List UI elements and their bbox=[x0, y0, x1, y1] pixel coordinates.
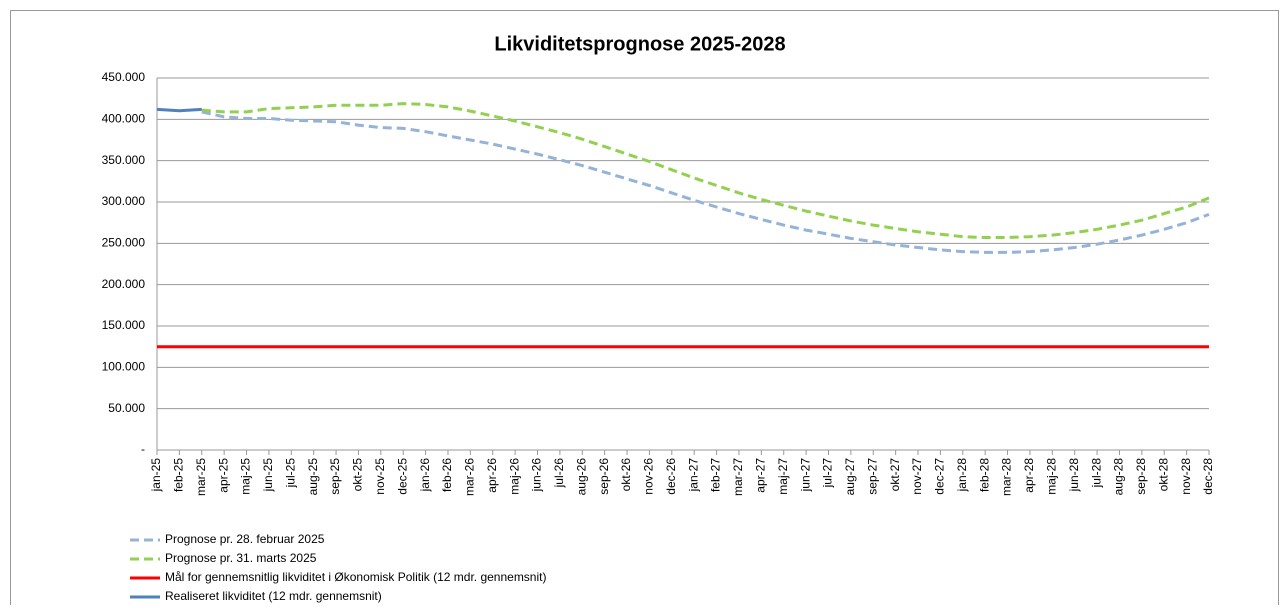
x-tick-label: mar-25 bbox=[194, 458, 208, 496]
x-tick-label: maj-25 bbox=[239, 458, 253, 495]
x-tick-label: nov-25 bbox=[373, 458, 387, 495]
x-tick-label: feb-25 bbox=[172, 458, 186, 492]
series-line bbox=[156, 107, 202, 113]
x-tick-label: jul-28 bbox=[1089, 458, 1103, 489]
x-tick-label: mar-28 bbox=[1000, 458, 1014, 496]
x-tick-label: okt-28 bbox=[1156, 458, 1170, 492]
y-tick-label: 250.000 bbox=[102, 236, 146, 250]
x-tick-label: nov-26 bbox=[642, 458, 656, 495]
x-tick-label: okt-25 bbox=[351, 458, 365, 492]
x-tick-label: dec-28 bbox=[1201, 458, 1215, 495]
x-tick-label: okt-27 bbox=[888, 458, 902, 492]
x-tick-label: aug-25 bbox=[306, 458, 320, 496]
series-line bbox=[201, 110, 1210, 254]
x-tick-label: dec-25 bbox=[395, 458, 409, 495]
x-tick-label: jan-25 bbox=[149, 458, 163, 493]
chart-frame bbox=[10, 10, 1279, 610]
x-tick-label: jan-27 bbox=[686, 458, 700, 493]
x-tick-label: jun-27 bbox=[798, 458, 812, 493]
x-tick-label: sep-28 bbox=[1134, 458, 1148, 495]
y-tick-label: 50.000 bbox=[108, 401, 145, 415]
x-tick-label: maj-27 bbox=[776, 458, 790, 495]
x-tick-label: apr-27 bbox=[754, 458, 768, 493]
x-tick-label: mar-26 bbox=[463, 458, 477, 496]
x-tick-label: jun-28 bbox=[1067, 458, 1081, 493]
x-tick-label: jul-27 bbox=[821, 458, 835, 489]
x-tick-label: apr-28 bbox=[1022, 458, 1036, 493]
y-tick-label: - bbox=[141, 442, 145, 456]
legend-label: Prognose pr. 31. marts 2025 bbox=[165, 551, 317, 565]
x-tick-label: jun-25 bbox=[261, 458, 275, 493]
x-tick-label: feb-27 bbox=[709, 458, 723, 492]
x-tick-label: aug-26 bbox=[574, 458, 588, 496]
x-tick-label: jan-26 bbox=[418, 458, 432, 493]
y-tick-label: 200.000 bbox=[102, 277, 146, 291]
x-tick-label: jan-28 bbox=[955, 458, 969, 493]
x-tick-label: apr-25 bbox=[216, 458, 230, 493]
x-tick-label: maj-28 bbox=[1044, 458, 1058, 495]
legend-label: Prognose pr. 28. februar 2025 bbox=[165, 532, 325, 546]
x-tick-label: jul-25 bbox=[283, 458, 297, 489]
x-tick-label: apr-26 bbox=[485, 458, 499, 493]
x-tick-label: dec-26 bbox=[664, 458, 678, 495]
y-tick-label: 100.000 bbox=[102, 360, 146, 374]
y-tick-label: 450.000 bbox=[102, 70, 146, 84]
x-tick-label: nov-27 bbox=[910, 458, 924, 495]
y-tick-label: 150.000 bbox=[102, 318, 146, 332]
chart-title: Likviditetsprognose 2025-2028 bbox=[494, 33, 785, 55]
legend-label: Realiseret likviditet (12 mdr. gennemsni… bbox=[165, 589, 382, 603]
x-tick-label: aug-28 bbox=[1112, 458, 1126, 496]
y-tick-label: 350.000 bbox=[102, 153, 146, 167]
x-tick-label: feb-26 bbox=[440, 458, 454, 492]
x-tick-label: dec-27 bbox=[933, 458, 947, 495]
x-tick-label: sep-27 bbox=[865, 458, 879, 495]
x-tick-label: mar-27 bbox=[731, 458, 745, 496]
legend-label: Mål for gennemsnitlig likviditet i Økono… bbox=[165, 570, 546, 584]
series-line bbox=[201, 102, 1210, 239]
x-tick-label: feb-28 bbox=[977, 458, 991, 492]
x-tick-label: maj-26 bbox=[507, 458, 521, 495]
x-tick-label: aug-27 bbox=[843, 458, 857, 496]
x-tick-label: sep-25 bbox=[328, 458, 342, 495]
x-tick-label: jun-26 bbox=[530, 458, 544, 493]
y-tick-label: 400.000 bbox=[102, 112, 146, 126]
x-tick-label: jul-26 bbox=[552, 458, 566, 489]
x-tick-label: okt-26 bbox=[619, 458, 633, 492]
y-tick-label: 300.000 bbox=[102, 194, 146, 208]
x-tick-label: sep-26 bbox=[597, 458, 611, 495]
x-tick-label: nov-28 bbox=[1179, 458, 1193, 495]
